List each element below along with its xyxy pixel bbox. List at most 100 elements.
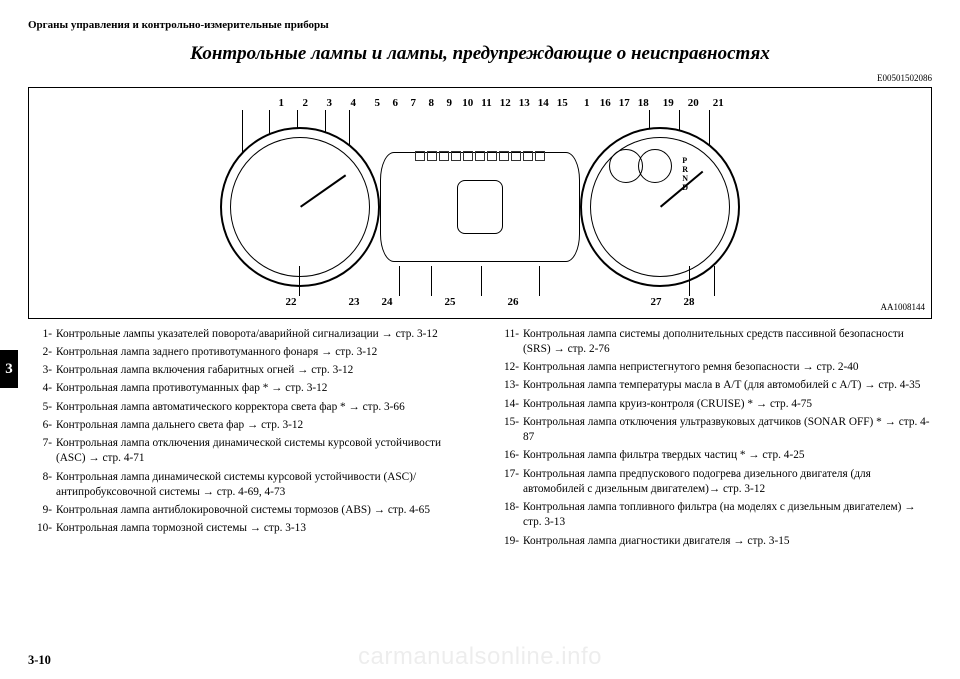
callout-num: 13 (519, 96, 530, 111)
list-item: 9-Контрольная лампа антиблокировочной си… (28, 503, 465, 518)
item-text: Контрольная лампа диагностики двигателя … (523, 534, 932, 549)
callout-num: 2 (300, 96, 310, 111)
callout-num: 3 (324, 96, 334, 111)
chapter-tab: 3 (0, 350, 18, 388)
item-text: Контрольная лампа системы дополнительных… (523, 327, 932, 358)
item-num: 2- (34, 345, 56, 360)
list-item: 2-Контрольная лампа заднего противотуман… (28, 345, 465, 360)
item-text: Контрольная лампа противотуманных фар * … (56, 381, 465, 396)
section-header: Органы управления и контрольно-измерител… (28, 18, 932, 33)
callout-num: 22 (286, 295, 297, 310)
item-num: 17- (501, 467, 523, 498)
list-item: 16-Контрольная лампа фильтра твердых час… (495, 448, 932, 463)
center-panel (380, 152, 580, 262)
indicator-icon (451, 151, 461, 161)
callout-num: 10 (462, 96, 473, 111)
legend-columns: 1-Контрольные лампы указателей поворота/… (28, 327, 932, 552)
callout-num: 23 (349, 295, 360, 310)
item-num: 1- (34, 327, 56, 342)
instrument-cluster-figure: 1 2 3 4 5 6 7 8 9 10 11 12 13 14 15 1 16… (28, 87, 932, 319)
indicator-icon (487, 151, 497, 161)
callout-num: 1 (276, 96, 286, 111)
item-text: Контрольная лампа круиз-контроля (CRUISE… (523, 397, 932, 412)
indicator-icon (535, 151, 545, 161)
callout-num: 21 (713, 96, 724, 111)
item-num: 11- (501, 327, 523, 358)
callout-num: 17 (619, 96, 630, 111)
watermark: carmanualsonline.info (0, 641, 960, 673)
callout-num: 9 (444, 96, 454, 111)
item-text: Контрольная лампа непристегнутого ремня … (523, 360, 932, 375)
right-gauge: P R N D (580, 127, 740, 287)
item-text: Контрольная лампа тормозной системы → ст… (56, 521, 465, 536)
callout-num: 12 (500, 96, 511, 111)
list-item: 7-Контрольная лампа отключения динамичес… (28, 436, 465, 467)
item-num: 14- (501, 397, 523, 412)
fuel-gauge-icon (638, 149, 672, 183)
indicator-icon (415, 151, 425, 161)
item-num: 12- (501, 360, 523, 375)
callout-num: 19 (663, 96, 674, 111)
callout-num: 4 (348, 96, 358, 111)
list-item: 18-Контрольная лампа топливного фильтра … (495, 500, 932, 531)
callout-num: 5 (372, 96, 382, 111)
callout-num: 8 (426, 96, 436, 111)
item-text: Контрольная лампа автоматического коррек… (56, 400, 465, 415)
callout-num: 1 (582, 96, 592, 111)
item-text: Контрольная лампа предпускового подогрев… (523, 467, 932, 498)
callout-num: 20 (688, 96, 699, 111)
item-text: Контрольная лампа дальнего света фар → с… (56, 418, 465, 433)
right-column: 11-Контрольная лампа системы дополнитель… (495, 327, 932, 552)
list-item: 8-Контрольная лампа динамической системы… (28, 470, 465, 501)
page-title: Контрольные лампы и лампы, предупреждающ… (28, 41, 932, 67)
item-text: Контрольная лампа отключения ультразвуко… (523, 415, 932, 446)
indicator-icon (463, 151, 473, 161)
indicator-icon (427, 151, 437, 161)
item-text: Контрольная лампа фильтра твердых частиц… (523, 448, 932, 463)
list-item: 1-Контрольные лампы указателей поворота/… (28, 327, 465, 342)
list-item: 10-Контрольная лампа тормозной системы →… (28, 521, 465, 536)
list-item: 11-Контрольная лампа системы дополнитель… (495, 327, 932, 358)
figure-code: AA1008144 (881, 301, 926, 313)
left-gauge (220, 127, 380, 287)
item-num: 6- (34, 418, 56, 433)
cluster-drawing: P R N D (220, 132, 740, 282)
list-item: 15-Контрольная лампа отключения ультразв… (495, 415, 932, 446)
item-num: 8- (34, 470, 56, 501)
item-num: 5- (34, 400, 56, 415)
item-num: 16- (501, 448, 523, 463)
indicator-icon (475, 151, 485, 161)
item-text: Контрольные лампы указателей поворота/ав… (56, 327, 465, 342)
item-num: 4- (34, 381, 56, 396)
callouts-bottom: 22 23 24 25 26 27 28 (29, 295, 931, 310)
item-num: 13- (501, 378, 523, 393)
item-text: Контрольная лампа отключения динамическо… (56, 436, 465, 467)
indicator-icon (499, 151, 509, 161)
list-item: 5-Контрольная лампа автоматического корр… (28, 400, 465, 415)
indicator-icon (439, 151, 449, 161)
list-item: 13-Контрольная лампа температуры масла в… (495, 378, 932, 393)
callout-num: 6 (390, 96, 400, 111)
callout-num: 11 (481, 96, 491, 111)
callout-num: 18 (638, 96, 649, 111)
callout-num: 14 (538, 96, 549, 111)
doc-code: E00501502086 (28, 72, 932, 84)
item-num: 18- (501, 500, 523, 531)
item-text: Контрольная лампа включения габаритных о… (56, 363, 465, 378)
item-text: Контрольная лампа топливного фильтра (на… (523, 500, 932, 531)
list-item: 3-Контрольная лампа включения габаритных… (28, 363, 465, 378)
indicator-icon (523, 151, 533, 161)
item-num: 19- (501, 534, 523, 549)
item-num: 15- (501, 415, 523, 446)
indicator-strip (380, 151, 580, 165)
callout-num: 27 (651, 295, 662, 310)
list-item: 4-Контрольная лампа противотуманных фар … (28, 381, 465, 396)
callout-num: 24 (382, 295, 393, 310)
item-text: Контрольная лампа заднего противотуманно… (56, 345, 465, 360)
callouts-top: 1 2 3 4 5 6 7 8 9 10 11 12 13 14 15 1 16… (29, 96, 931, 111)
callout-num: 25 (445, 295, 456, 310)
item-num: 9- (34, 503, 56, 518)
list-item: 14-Контрольная лампа круиз-контроля (CRU… (495, 397, 932, 412)
item-num: 7- (34, 436, 56, 467)
callout-num: 16 (600, 96, 611, 111)
